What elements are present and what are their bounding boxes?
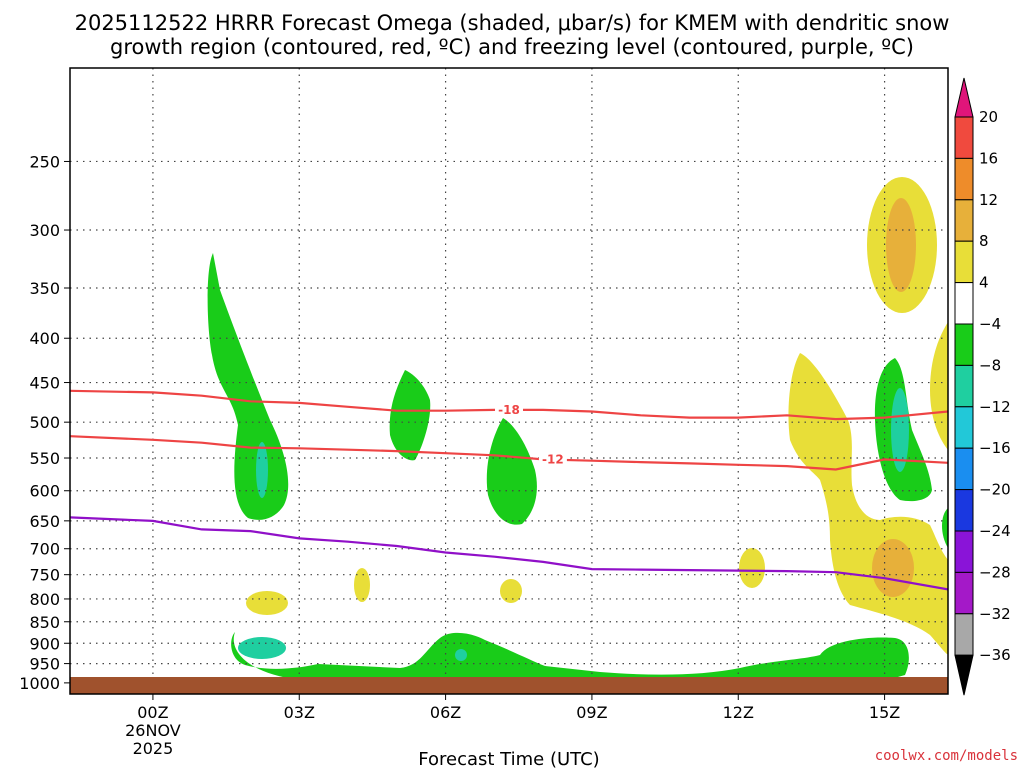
omega-green-blob-05z	[389, 370, 431, 461]
x-tick-label-12Z: 12Z	[723, 703, 754, 722]
colorbar-swatch-11	[954, 530, 974, 573]
omega-yellow-blob-07z	[500, 579, 522, 603]
colorbar-swatch-1	[954, 116, 974, 159]
colorbar-label-12: −32	[979, 605, 1011, 623]
x-tick-label-03Z: 03Z	[284, 703, 315, 722]
y-tick-label-400: 400	[29, 329, 60, 348]
x-tick-year: 2025	[133, 739, 174, 758]
y-tick-label-550: 550	[29, 449, 60, 468]
colorbar-label-4: 4	[979, 274, 989, 292]
surface-ground	[70, 677, 948, 694]
x-tick-label-00Z: 00Z	[137, 703, 168, 722]
contour-label-bg	[538, 451, 567, 467]
colorbar-swatch-13	[954, 613, 974, 656]
colorbar-label-3: 8	[979, 232, 989, 250]
colorbar-label-9: −20	[979, 481, 1011, 499]
y-tick-label-500: 500	[29, 413, 60, 432]
credit-text: coolwx.com/models	[875, 748, 1018, 764]
omega-yellow-blob-02z	[246, 591, 288, 615]
x-tick-label-09Z: 09Z	[576, 703, 607, 722]
colorbar-label-5: −4	[979, 315, 1001, 333]
colorbar-swatch-5	[954, 282, 974, 325]
y-axis: 250 300 350 400 450 500 550 600 650 700 750 800 850 9…	[19, 152, 70, 693]
colorbar-label-11: −28	[979, 563, 1011, 581]
y-tick-label-300: 300	[29, 221, 60, 240]
colorbar-label-0: 20	[979, 108, 998, 126]
y-tick-label-750: 750	[29, 566, 60, 585]
colorbar-swatch-4	[954, 240, 974, 284]
x-tick-label-06Z: 06Z	[430, 703, 461, 722]
colorbar-swatch-9	[954, 447, 974, 491]
x-tick-label-15Z: 15Z	[869, 703, 900, 722]
omega-teal-core-late	[891, 388, 909, 472]
omega-orange-late-low	[872, 539, 914, 597]
contour-label-minus18: -18	[498, 403, 520, 417]
colorbar: 20 16 12 8 4 −4 −8 −12 −16 −20 −24 −28 −32 −36	[954, 77, 1011, 696]
x-axis-label: Forecast Time (UTC)	[418, 749, 599, 768]
omega-low-level-band	[231, 632, 909, 682]
chart-title-line2: growth region (contoured, red, ºC) and f…	[110, 35, 914, 59]
colorbar-label-10: −24	[979, 522, 1011, 540]
y-tick-label-600: 600	[29, 482, 60, 501]
omega-yellow-blob-04z	[354, 568, 370, 602]
y-tick-label-650: 650	[29, 512, 60, 531]
omega-green-blob-07z	[486, 418, 537, 525]
omega-teal-low-2	[455, 649, 467, 661]
omega-teal-core-1	[256, 442, 268, 498]
plot-frame	[69, 67, 949, 695]
x-tick-date: 26NOV	[125, 721, 181, 740]
y-tick-label-700: 700	[29, 540, 60, 559]
y-tick-label-950: 950	[29, 655, 60, 674]
y-tick-label-800: 800	[29, 590, 60, 609]
contour-dgz--12C	[70, 435, 948, 471]
y-tick-label-850: 850	[29, 613, 60, 632]
y-tick-label-250: 250	[29, 152, 60, 171]
colorbar-label-7: −12	[979, 398, 1011, 416]
omega-yellow-right-edge	[930, 322, 948, 450]
colorbar-label-2: 12	[979, 191, 998, 209]
contour-label-bg	[495, 401, 523, 417]
y-tick-label-450: 450	[29, 374, 60, 393]
y-tick-label-350: 350	[29, 279, 60, 298]
colorbar-swatch-12	[954, 571, 974, 615]
colorbar-swatch-10	[954, 489, 974, 532]
contour-freezing-level-0C	[70, 516, 948, 591]
grid	[70, 68, 948, 694]
colorbar-label-8: −16	[979, 439, 1011, 457]
colorbar-label-6: −8	[979, 356, 1001, 374]
omega-shading	[207, 177, 948, 682]
y-tick-label-1000: 1000	[19, 674, 60, 693]
chart-title-line1: 2025112522 HRRR Forecast Omega (shaded, …	[75, 11, 950, 35]
colorbar-swatch-6	[954, 323, 974, 366]
omega-green-right-edge	[942, 508, 948, 548]
y-tick-label-900: 900	[29, 634, 60, 653]
colorbar-label-13: −36	[979, 646, 1011, 664]
contours: -18 -12	[70, 389, 948, 591]
omega-yellow-blob-12z	[739, 548, 765, 588]
contour-label-minus12: -12	[542, 453, 564, 467]
colorbar-swatch-7	[954, 364, 974, 408]
colorbar-label-1: 16	[979, 149, 998, 167]
omega-green-plume-1	[207, 253, 289, 520]
omega-orange-upper-late	[886, 198, 916, 292]
colorbar-swatch-3	[954, 199, 974, 242]
colorbar-swatch-2	[954, 157, 974, 201]
colorbar-swatch-8	[954, 406, 974, 449]
omega-teal-low-1	[238, 637, 286, 659]
plot-area: -18 -12	[70, 68, 948, 694]
colorbar-swatch-bottom-arrow	[954, 654, 974, 696]
